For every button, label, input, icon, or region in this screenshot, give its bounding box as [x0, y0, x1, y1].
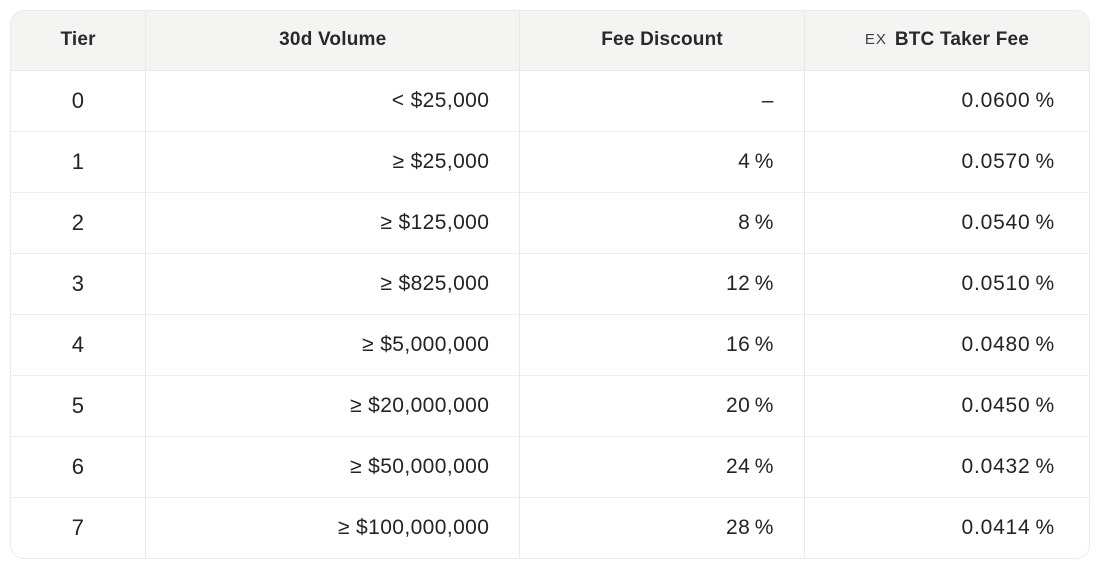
cell-discount: 28 % [519, 496, 805, 558]
cell-taker-fee: 0.0414 % [803, 496, 1089, 558]
cell-discount: 8 % [519, 191, 805, 253]
cell-tier: 1 [11, 130, 146, 192]
cell-taker-fee: 0.0480 % [803, 313, 1089, 375]
cell-tier: 0 [11, 70, 146, 131]
cell-taker-fee: 0.0600 % [803, 70, 1089, 131]
cell-taker-fee: 0.0450 % [803, 374, 1089, 436]
cell-discount: 24 % [519, 435, 805, 497]
cell-discount: – [519, 70, 805, 131]
cell-tier: 5 [11, 374, 146, 436]
table-row: 3 ≥ $825,000 12 % 0.0510 % [11, 252, 1089, 314]
cell-discount: 12 % [519, 252, 805, 314]
cell-volume: ≥ $100,000,000 [145, 496, 520, 558]
table-row: 4 ≥ $5,000,000 16 % 0.0480 % [11, 313, 1089, 375]
table-row: 1 ≥ $25,000 4 % 0.0570 % [11, 130, 1089, 192]
table-row: 0 < $25,000 – 0.0600 % [11, 70, 1089, 131]
table-header-row: Tier 30d Volume Fee Discount EX BTC Taker… [11, 11, 1089, 71]
column-header-taker-fee: EX BTC Taker Fee [803, 11, 1089, 71]
column-header-taker-fee-label: BTC Taker Fee [894, 29, 1030, 51]
cell-volume: ≥ $125,000 [145, 191, 520, 253]
cell-tier: 6 [11, 435, 146, 497]
fee-tier-table: Tier 30d Volume Fee Discount EX BTC Taker… [10, 10, 1090, 559]
cell-volume: ≥ $25,000 [145, 130, 520, 192]
column-header-volume: 30d Volume [145, 11, 520, 71]
table-row: 7 ≥ $100,000,000 28 % 0.0414 % [11, 496, 1089, 558]
cell-tier: 2 [11, 191, 146, 253]
cell-tier: 4 [11, 313, 146, 375]
column-header-discount: Fee Discount [519, 11, 805, 71]
cell-taker-fee: 0.0510 % [803, 252, 1089, 314]
cell-tier: 3 [11, 252, 146, 314]
ex-logo: EX [864, 31, 887, 49]
fee-schedule: Tier 30d Volume Fee Discount EX BTC Taker… [11, 11, 1089, 558]
cell-volume: ≥ $825,000 [145, 252, 520, 314]
cell-taker-fee: 0.0570 % [803, 130, 1089, 192]
cell-volume: ≥ $50,000,000 [145, 435, 520, 497]
cell-taker-fee: 0.0432 % [803, 435, 1089, 497]
cell-volume: ≥ $5,000,000 [145, 313, 520, 375]
column-header-tier: Tier [11, 11, 146, 71]
cell-discount: 4 % [519, 130, 805, 192]
cell-tier: 7 [11, 496, 146, 558]
cell-taker-fee: 0.0540 % [803, 191, 1089, 253]
cell-discount: 16 % [519, 313, 805, 375]
table-row: 2 ≥ $125,000 8 % 0.0540 % [11, 191, 1089, 253]
cell-discount: 20 % [519, 374, 805, 436]
table-row: 6 ≥ $50,000,000 24 % 0.0432 % [11, 435, 1089, 497]
cell-volume: < $25,000 [145, 70, 520, 131]
table-row: 5 ≥ $20,000,000 20 % 0.0450 % [11, 374, 1089, 436]
cell-volume: ≥ $20,000,000 [145, 374, 520, 436]
